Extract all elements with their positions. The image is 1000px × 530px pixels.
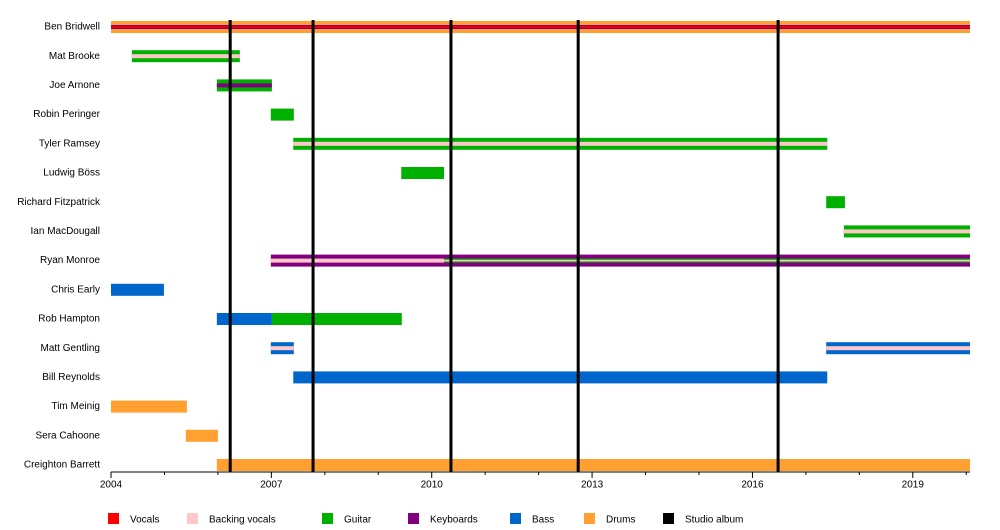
member-bar (843, 229, 970, 234)
legend-swatch (187, 513, 198, 524)
member-label: Matt Gentling (41, 343, 100, 354)
member-label: Mat Brooke (49, 51, 101, 62)
legend-swatch (408, 513, 419, 524)
legend-swatch (322, 513, 333, 524)
x-tick-label: 2010 (421, 480, 444, 491)
member-bar (216, 83, 272, 88)
x-tick-label: 2016 (741, 480, 764, 491)
member-label: Sera Cahoone (36, 430, 101, 441)
member-bar (270, 346, 294, 351)
member-label: Joe Arnone (49, 80, 100, 91)
member-label: Richard Fitzpatrick (17, 197, 101, 208)
member-label: Creighton Barrett (24, 460, 100, 471)
member-label: Ryan Monroe (40, 255, 100, 266)
member-label: Tim Meinig (51, 401, 100, 412)
legend-label: Backing vocals (209, 515, 276, 526)
legend-swatch (108, 513, 119, 524)
x-tick-label: 2019 (902, 480, 925, 491)
member-bar (270, 108, 294, 121)
legend-label: Keyboards (430, 515, 478, 526)
legend-label: Vocals (130, 515, 159, 526)
member-label: Tyler Ramsey (39, 138, 100, 149)
member-label: Ben Bridwell (44, 22, 100, 33)
member-bar (444, 259, 970, 262)
member-bar (216, 459, 971, 471)
member-label: Rob Hampton (38, 314, 100, 325)
legend-label: Drums (606, 515, 635, 526)
member-bar (131, 54, 240, 59)
legend-swatch (584, 513, 595, 524)
legend-label: Bass (532, 515, 554, 526)
member-bar (826, 346, 970, 351)
legend-swatch (510, 513, 521, 524)
member-label: Bill Reynolds (42, 372, 100, 383)
x-tick-label: 2007 (260, 480, 283, 491)
member-label: Ludwig Böss (43, 168, 100, 179)
member-bar (826, 196, 845, 209)
member-bar (216, 313, 272, 325)
member-bar (293, 141, 828, 146)
x-tick-label: 2004 (100, 480, 123, 491)
member-bar (271, 313, 402, 325)
member-label: Robin Peringer (33, 109, 100, 120)
member-bar (293, 371, 828, 384)
x-tick-label: 2013 (581, 480, 604, 491)
member-label: Chris Early (51, 284, 100, 295)
member-bar (111, 400, 187, 413)
legend-label: Guitar (344, 515, 372, 526)
legend-swatch (663, 513, 674, 524)
legend-label: Studio album (685, 515, 743, 526)
member-bar (111, 26, 970, 28)
member-bar (111, 283, 164, 296)
member-bar (185, 429, 218, 442)
member-bar (270, 258, 445, 263)
member-label: Ian MacDougall (31, 226, 100, 237)
member-bar (401, 167, 445, 179)
